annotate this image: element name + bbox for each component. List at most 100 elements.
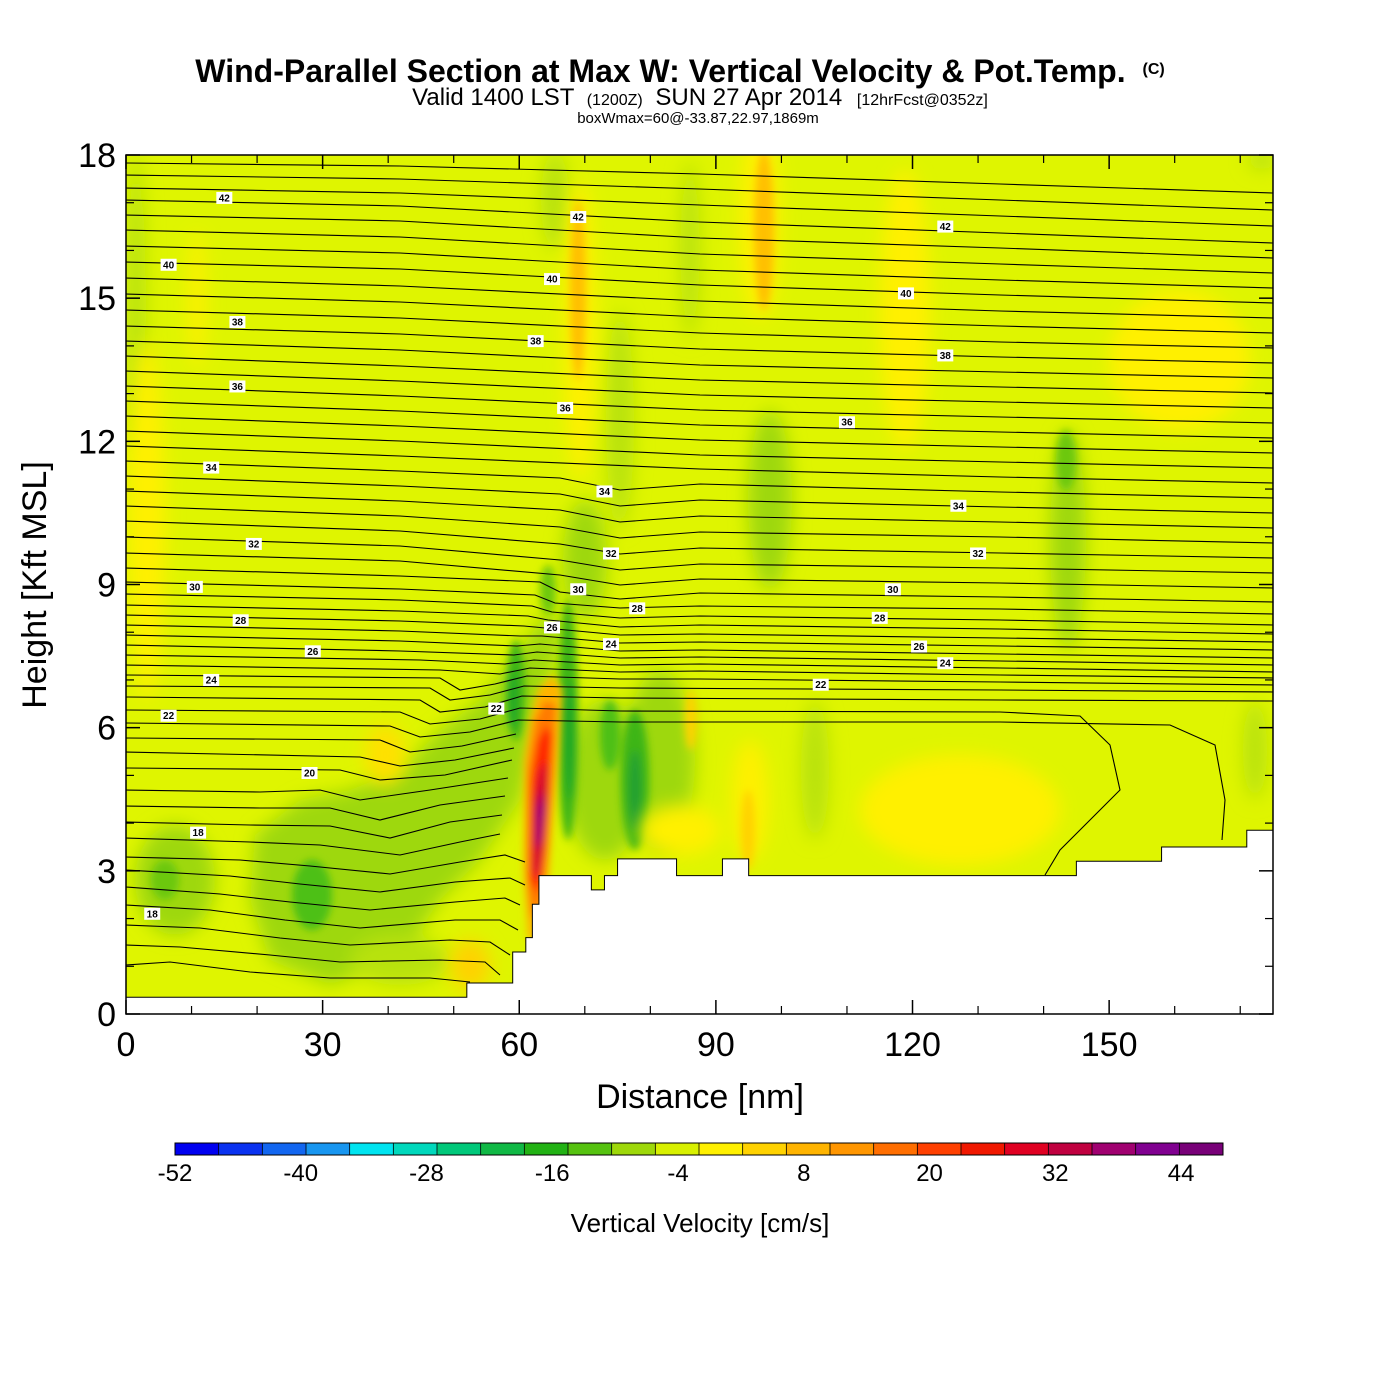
svg-text:18: 18 [193,828,205,839]
svg-text:26: 26 [546,623,558,634]
colorbar-swatch [568,1143,613,1155]
colorbar-swatch [480,1143,525,1155]
svg-text:32: 32 [972,549,984,560]
svg-text:36: 36 [841,418,853,429]
svg-text:40: 40 [546,275,558,286]
contour-label: 22 [160,709,177,722]
contour-label: 24 [603,638,620,651]
contour-label: 42 [216,191,233,204]
colorbar-swatch [742,1143,787,1155]
colorbar [174,1142,1224,1156]
colorbar-tick-label: 20 [916,1160,943,1187]
updraft-shading [129,155,1250,990]
y-tick-label: 18 [78,137,116,175]
x-tick-label: 30 [304,1026,342,1064]
colorbar-tick-labels: -52 -40 -28 -16 -4 8 20 32 44 [158,1160,1195,1187]
svg-text:30: 30 [189,582,201,593]
colorbar-swatch [655,1143,700,1155]
terrain-mask [126,829,1273,1014]
svg-text:42: 42 [940,222,952,233]
colorbar-swatch [786,1143,831,1155]
contour-label: 38 [937,349,954,362]
major-ticks [125,154,1273,1015]
svg-text:30: 30 [887,585,899,596]
contour-label: 36 [838,416,855,429]
y-tick-label: 12 [78,423,116,461]
colorbar-label: Vertical Velocity [cm/s] [571,1208,830,1238]
colorbar-tick-label: -52 [158,1160,193,1187]
contour-label: 34 [950,499,967,512]
svg-text:20: 20 [304,769,316,780]
svg-text:40: 40 [900,289,912,300]
svg-text:28: 28 [235,616,247,627]
contour-label: 26 [911,640,928,653]
svg-text:34: 34 [599,487,611,498]
colorbar-swatch [1004,1143,1049,1155]
y-tick-label: 9 [97,567,116,605]
contour-label: 30 [570,583,587,596]
valid-utc-label: (1200Z) [587,92,643,109]
box-info-label: boxWmax=60@-33.87,22.97,1869m [577,110,819,127]
svg-text:38: 38 [232,318,244,329]
colorbar-tick-label: 32 [1042,1160,1069,1187]
chart-title-main: Wind-Parallel Section at Max W: Vertical… [195,53,1125,89]
contour-label: 22 [812,678,829,691]
contour-label: 22 [488,702,505,715]
svg-text:32: 32 [248,539,260,550]
colorbar-swatch [917,1143,962,1155]
plot-area: 42 42 42 40 40 40 38 38 38 36 36 36 34 34 34 32 32 32 30 30… [126,155,1273,1014]
strong-updraft-shading [524,155,774,940]
x-axis-label: Distance [nm] [596,1078,804,1116]
y-tick-label: 6 [97,710,116,748]
colorbar-swatch [437,1143,482,1155]
svg-text:40: 40 [163,260,175,271]
contour-label: 32 [603,547,620,560]
contour-label: 40 [544,273,561,286]
svg-text:18: 18 [147,909,159,920]
contour-label: 20 [301,767,318,780]
terrain-silhouette [126,829,1273,1014]
y-axis-label: Height [Kft MSL] [16,461,54,709]
valid-time-label: Valid 1400 LST [412,84,575,111]
colorbar-tick-label: 8 [797,1160,810,1187]
colorbar-tick-label: -16 [535,1160,570,1187]
y-tick-labels: 0 3 6 9 12 15 18 [78,137,116,1034]
colorbar-swatch [349,1143,394,1155]
svg-text:30: 30 [573,585,585,596]
svg-text:28: 28 [632,604,644,615]
y-tick-label: 15 [78,280,116,318]
contour-label: 32 [245,537,262,550]
colorbar-swatch [218,1143,263,1155]
colorbar-tick-label: -40 [283,1160,318,1187]
svg-text:36: 36 [560,403,572,414]
contour-label: 28 [871,611,888,624]
contour-label: 28 [629,602,646,615]
colorbar-tick-label: -4 [667,1160,688,1187]
colorbar-frame [174,1142,1224,1156]
svg-text:24: 24 [605,640,617,651]
contour-label: 32 [970,547,987,560]
svg-text:26: 26 [307,647,319,658]
colorbar-swatch [1179,1143,1224,1155]
svg-text:32: 32 [605,549,617,560]
colorbar-swatch [175,1143,220,1155]
valid-date-label: SUN 27 Apr 2014 [655,84,842,111]
x-tick-label: 60 [500,1026,538,1064]
svg-text:36: 36 [232,382,244,393]
potential-temperature-contours [126,162,1273,983]
svg-text:22: 22 [491,704,503,715]
minor-ticks [126,155,1273,1014]
contour-label: 34 [596,485,613,498]
contour-label: 40 [897,287,914,300]
colorbar-swatch [611,1143,656,1155]
contour-label: 38 [527,335,544,348]
contour-label: 24 [203,673,220,686]
contour-label: 30 [884,583,901,596]
colorbar-tick-label: 44 [1168,1160,1195,1187]
colorbar-swatch [830,1143,875,1155]
contour-label: 24 [937,657,954,670]
contour-label: 42 [570,211,587,224]
svg-text:42: 42 [573,213,585,224]
contour-label: 42 [937,220,954,233]
copyright-mark: (C) [1143,61,1165,78]
